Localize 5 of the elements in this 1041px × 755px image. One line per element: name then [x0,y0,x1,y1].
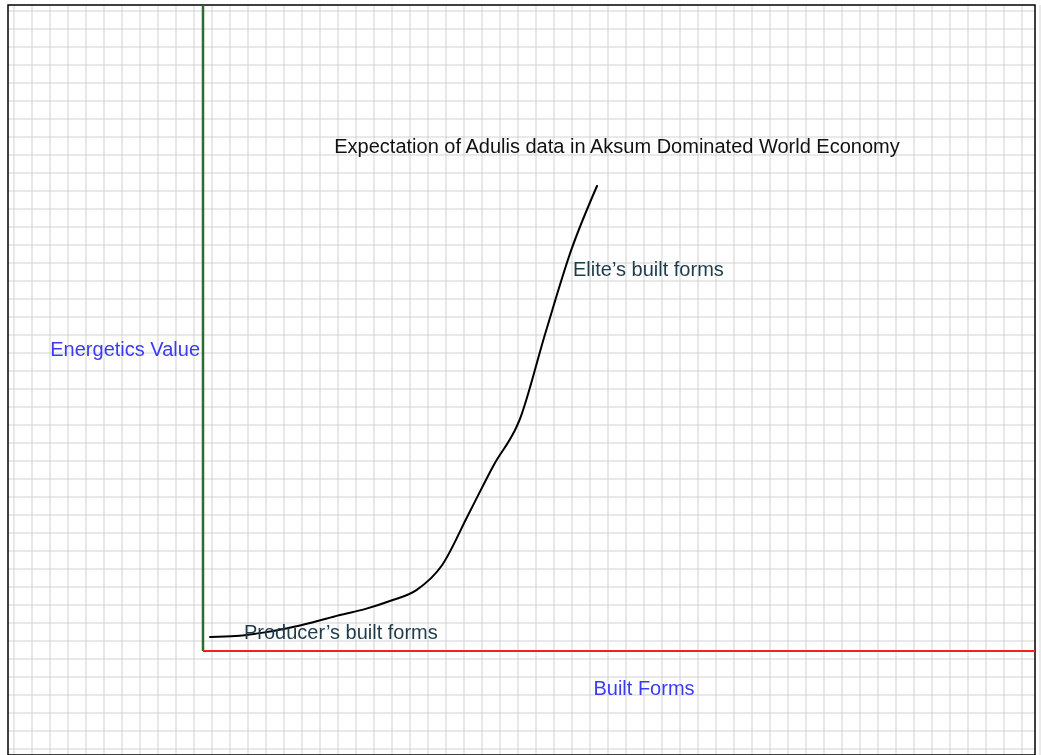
x-axis-title: Built Forms [593,677,695,699]
chart-title: Expectation of Adulis data in Aksum Dominated World Economy [334,135,900,157]
annotation: Elite’s built forms [573,258,724,280]
y-axis-title: Energetics Value [50,338,200,360]
annotation: Producer’s built forms [244,621,438,644]
